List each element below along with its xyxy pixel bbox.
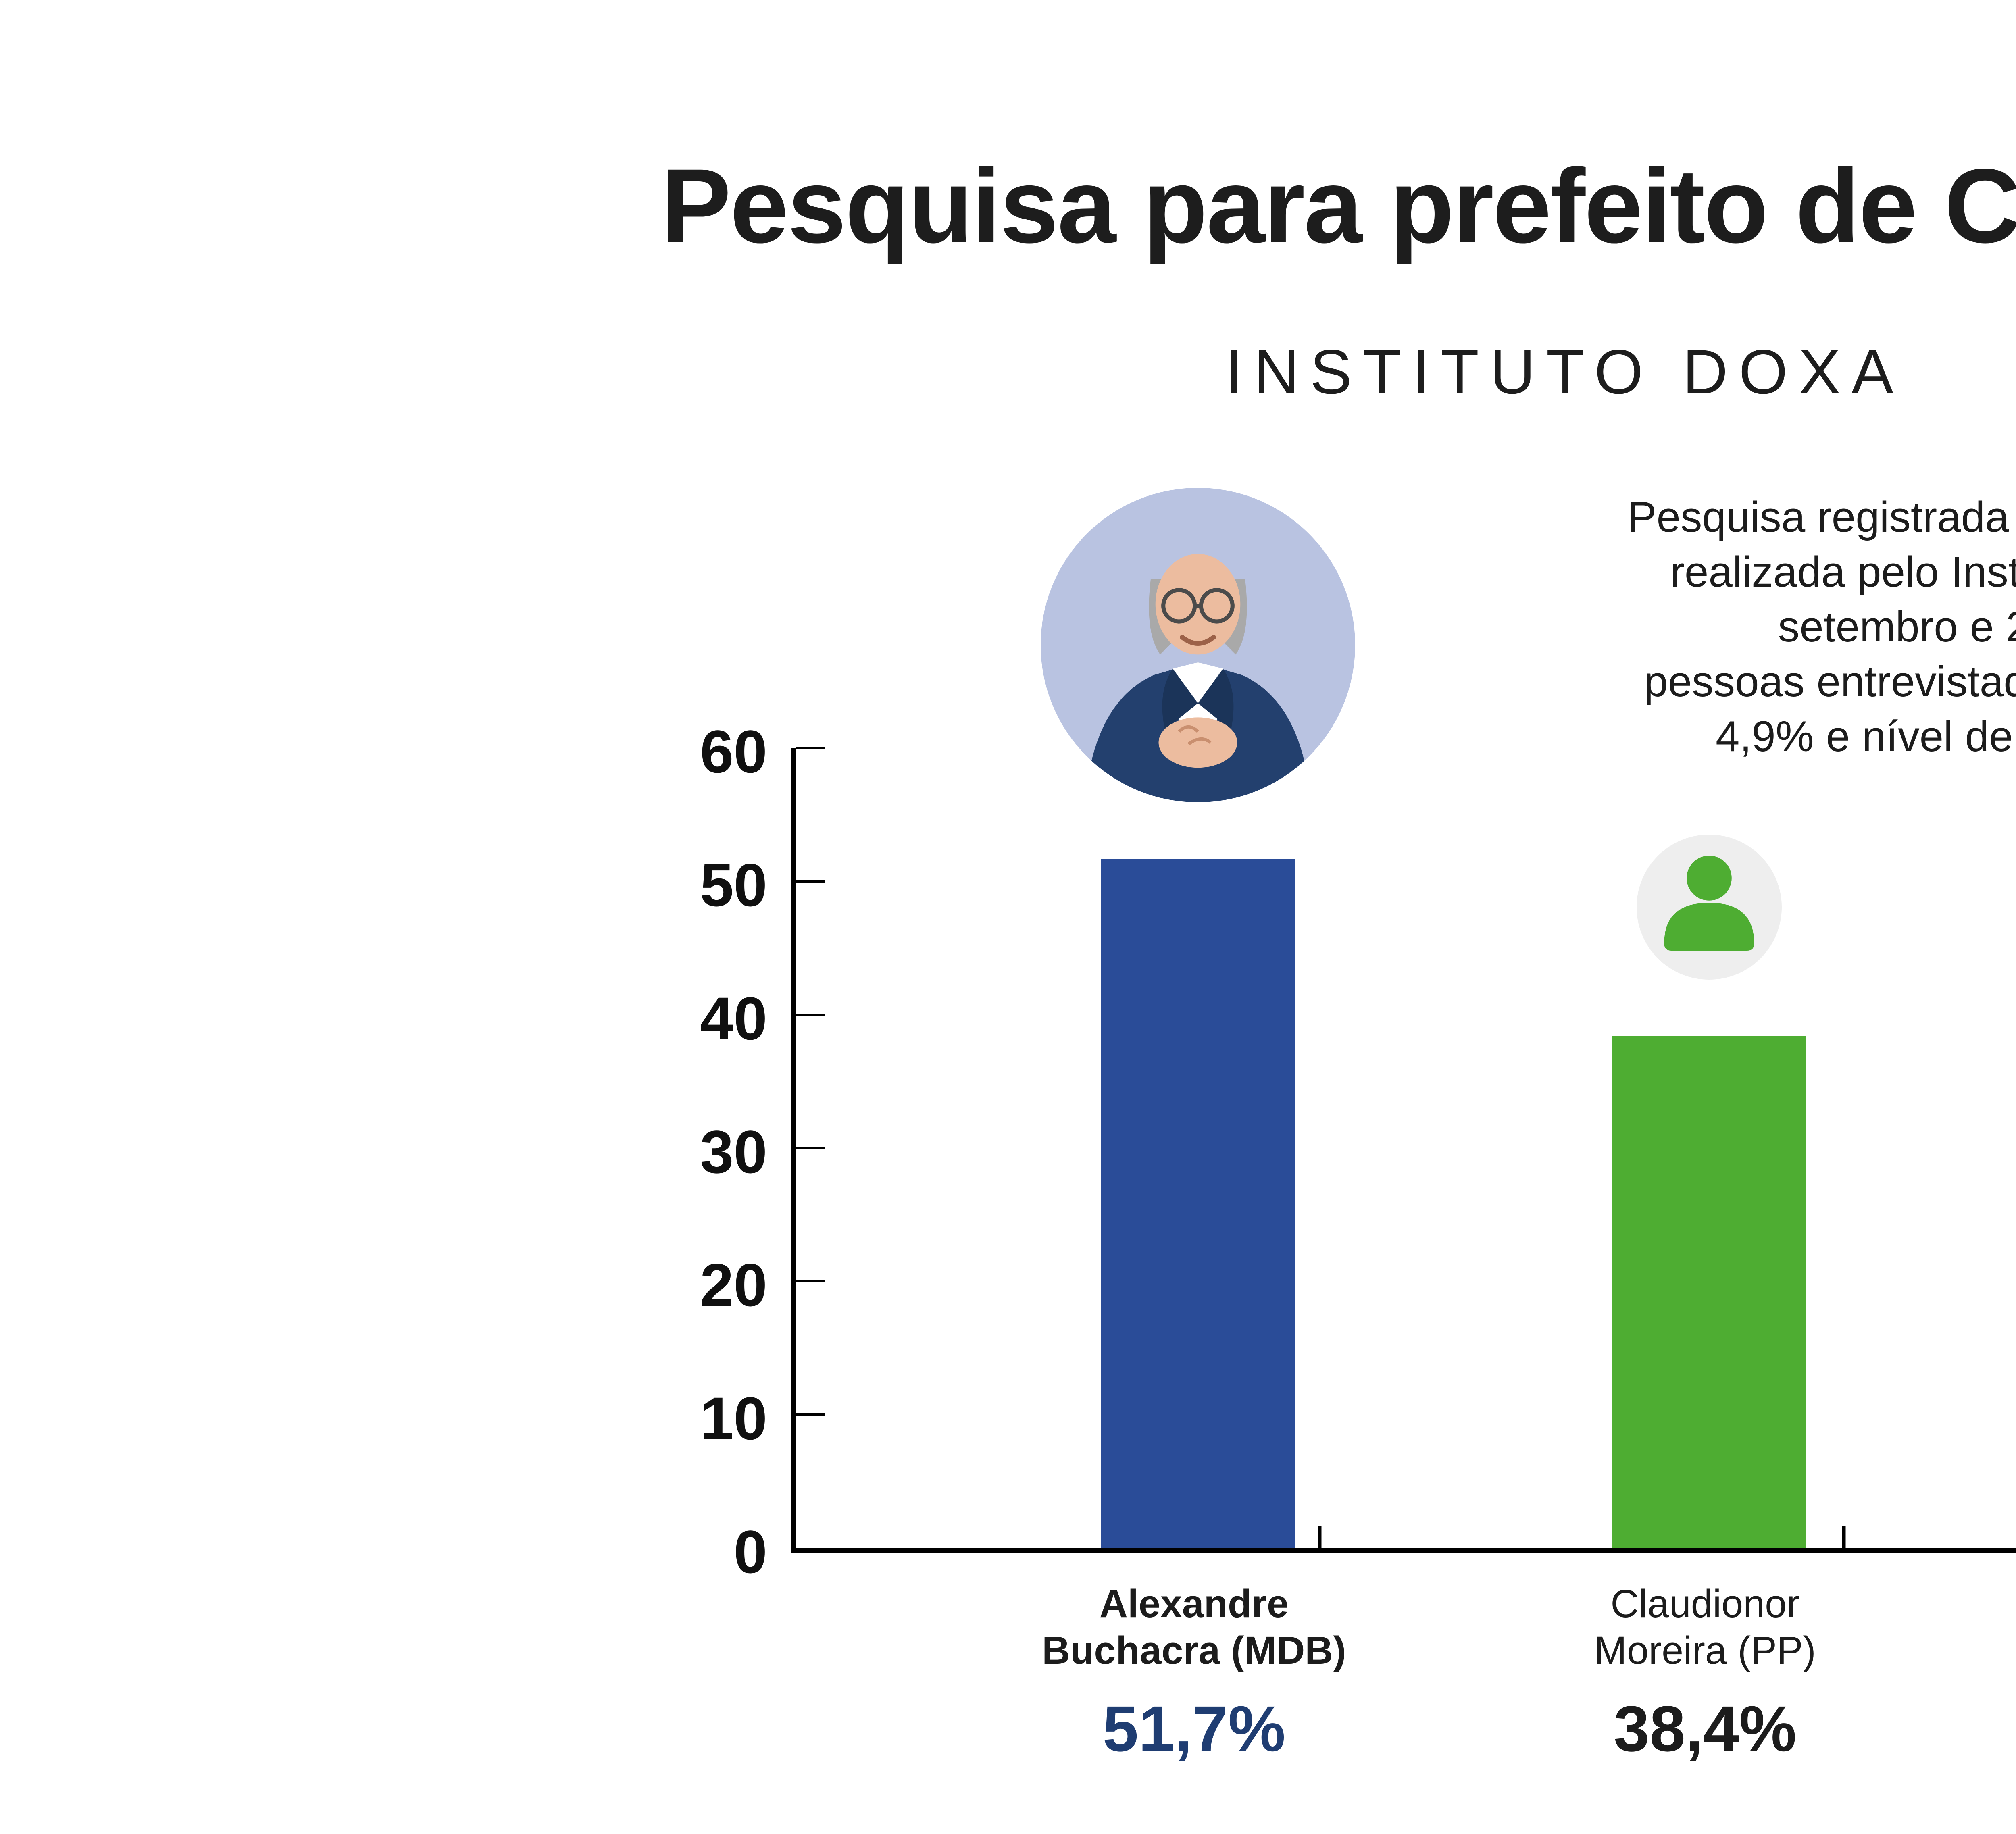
candidate-photo-mdb xyxy=(1041,487,1356,802)
y-tick-label-30: 30 xyxy=(700,1118,767,1186)
y-tick-label-0: 0 xyxy=(733,1518,767,1586)
plot-area: 0 10 20 30 40 50 60 xyxy=(700,487,2016,1582)
candidate-label-mdb: Alexandre Buchacra (MDB) 51,7% xyxy=(1042,1580,1346,1761)
bar-pp xyxy=(1612,1036,1806,1548)
candidate-name-line-2: Buchacra (MDB) xyxy=(1042,1628,1346,1673)
page-title: Pesquisa para prefeito de Capanema xyxy=(660,147,2016,265)
candidate-label-pp: Claudionor Moreira (PP) 38,4% xyxy=(1594,1580,1816,1761)
y-tick-30 xyxy=(796,1147,825,1149)
y-tick-60 xyxy=(796,747,825,749)
category-labels: Alexandre Buchacra (MDB) 51,7% Claudionor Mo… xyxy=(791,1580,2016,1822)
person-icon-pp xyxy=(1636,834,1782,980)
y-tick-label-20: 20 xyxy=(700,1251,767,1319)
y-tick-20 xyxy=(796,1280,825,1283)
y-tick-label-50: 50 xyxy=(700,851,767,919)
y-tick-label-10: 10 xyxy=(700,1384,767,1453)
candidate-percentage-pp: 38,4% xyxy=(1614,1692,1797,1765)
y-tick-label-60: 60 xyxy=(700,718,767,785)
y-tick-10 xyxy=(796,1413,825,1416)
y-tick-label-40: 40 xyxy=(700,984,767,1052)
candidate-name-line-1: Claudionor xyxy=(1610,1582,1800,1626)
candidate-name-line-1: Alexandre xyxy=(1099,1582,1289,1626)
y-tick-50 xyxy=(796,880,825,883)
bar-mdb xyxy=(1101,858,1295,1548)
x-tick-2 xyxy=(1842,1526,1846,1548)
registration-note: Pesquisa registrada sob o número PA-0620… xyxy=(1628,493,2016,760)
page-subtitle: INSTITUTO DOXA xyxy=(1225,337,1904,407)
candidate-percentage-mdb: 51,7% xyxy=(1102,1692,1286,1765)
y-tick-40 xyxy=(796,1013,825,1016)
x-tick-1 xyxy=(1318,1526,1322,1548)
candidate-name-line-2: Moreira (PP) xyxy=(1594,1628,1816,1673)
